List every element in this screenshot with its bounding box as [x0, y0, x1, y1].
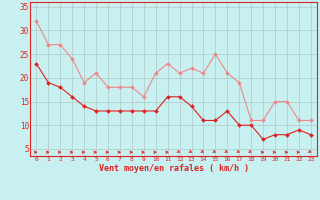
X-axis label: Vent moyen/en rafales ( km/h ): Vent moyen/en rafales ( km/h )	[99, 164, 249, 173]
